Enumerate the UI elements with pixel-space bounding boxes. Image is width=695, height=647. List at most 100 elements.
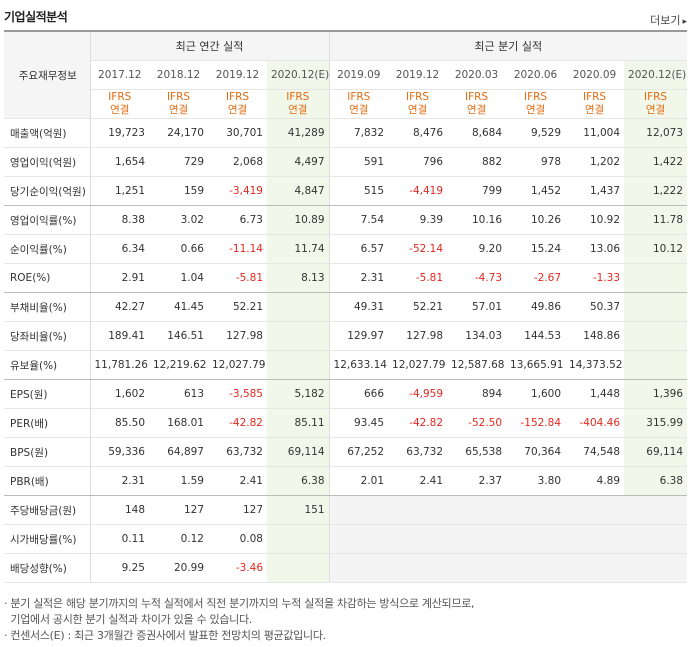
quarter-value-cell: 978 [506,147,566,177]
annual-value-cell: 59,336 [90,437,149,467]
consolidated-label: 연결 [584,104,605,116]
footnotes: · 분기 실적은 해당 분기까지의 누적 실적에서 직전 분기까지의 누적 실적… [4,596,475,644]
table-row: 매출액(억원) 19,723 24,170 30,701 41,289 7,832 8,47… [4,118,688,148]
annual-value-cell: -5.81 [208,263,267,293]
table-row: 순이익률(%) 6.34 0.66 -11.14 11.74 6.57 -52.14 9.20… [4,234,688,264]
annual-value-cell: -11.14 [208,234,267,264]
footnote: · 분기 실적은 해당 분기까지의 누적 실적에서 직전 분기까지의 누적 실적… [4,597,475,610]
ifrs-label: IFRS [166,91,191,103]
row-label: BPS(원) [4,437,91,467]
ifrs-basis-label: IFRS 연결 [208,89,267,119]
annual-value-cell: -42.82 [208,408,267,438]
quarter-value-cell: 1,222 [624,176,688,206]
annual-value-cell: 85.11 [267,408,330,438]
annual-value-cell: 3.02 [149,205,208,235]
consolidated-label: 연결 [407,104,428,116]
quarter-value-cell: 67,252 [329,437,389,467]
quarter-date-header: 2019.09 [329,60,389,90]
quarter-value-cell: 57.01 [447,292,507,322]
ifrs-label: IFRS [405,91,430,103]
row-label: 당좌비율(%) [4,321,91,351]
annual-value-cell: 11,781.26 [90,350,149,380]
annual-value-cell: 2.91 [90,263,149,293]
annual-value-cell: 4,497 [267,147,330,177]
quarter-date-header: 2020.06 [506,60,566,90]
financial-table: 주요재무정보 최근 연간 실적 최근 분기 실적 2017.12 2018.12 2… [4,30,688,583]
annual-value-cell: 0.66 [149,234,208,264]
quarter-value-cell [447,495,507,525]
ifrs-basis-label: IFRS 연결 [388,89,448,119]
quarter-value-cell: 1,396 [624,379,688,409]
quarter-value-cell: 52.21 [388,292,448,322]
annual-date-header: 2017.12 [90,60,149,90]
consolidated-label: 연결 [525,104,546,116]
quarter-value-cell: 10.26 [506,205,566,235]
section-title: 기업실적분석 [4,10,68,24]
quarter-value-cell: 13,665.91 [506,350,566,380]
quarter-value-cell: 9.20 [447,234,507,264]
quarter-value-cell: 6.38 [624,466,688,496]
table-row: BPS(원) 59,336 64,897 63,732 69,114 67,252 63,7… [4,437,688,467]
annual-value-cell: 1.04 [149,263,208,293]
ifrs-basis-label: IFRS 연결 [329,89,389,119]
table-row: 당좌비율(%) 189.41 146.51 127.98 129.97 127.98 134… [4,321,688,351]
quarter-value-cell [565,553,625,583]
quarter-value-cell: 129.97 [329,321,389,351]
annual-group-header: 최근 연간 실적 [90,30,330,61]
quarter-value-cell: -404.46 [565,408,625,438]
annual-value-cell: 1.59 [149,466,208,496]
annual-value-cell: 12,027.79 [208,350,267,380]
quarter-value-cell: 666 [329,379,389,409]
quarter-value-cell: 894 [447,379,507,409]
quarter-value-cell [447,553,507,583]
consolidated-label: 연결 [168,104,189,116]
quarter-value-cell: 591 [329,147,389,177]
consolidated-label: 연결 [349,104,369,116]
quarter-value-cell: 49.31 [329,292,389,322]
annual-value-cell [267,350,330,380]
chevron-right-icon: ▸ [682,17,687,27]
annual-value-cell: 0.11 [90,524,149,554]
annual-value-cell: -3,419 [208,176,267,206]
quarter-value-cell: 2.01 [329,466,389,496]
ifrs-label: IFRS [643,91,668,103]
quarter-value-cell: 14,373.52 [565,350,625,380]
row-label: 순이익률(%) [4,234,91,264]
quarter-value-cell: -4,419 [388,176,448,206]
quarter-value-cell: 50.37 [565,292,625,322]
footnote: · 컨센서스(E) : 최근 3개월간 증권사에서 발표한 전망치의 평균값입니… [4,629,326,642]
quarter-value-cell: -4.73 [447,263,507,293]
quarter-value-cell [624,495,688,525]
quarter-value-cell: 63,732 [388,437,448,467]
more-link[interactable]: 더보기 ▸ [650,12,687,28]
quarter-date-header: 2020.12(E) [624,60,688,90]
consolidated-label: 연결 [466,104,487,116]
quarter-value-cell: 12,633.14 [329,350,389,380]
annual-value-cell: 41.45 [149,292,208,322]
quarter-date-header: 2020.03 [447,60,507,90]
row-label: ROE(%) [4,263,91,293]
annual-value-cell: 1,251 [90,176,149,206]
quarter-value-cell: 1,448 [565,379,625,409]
row-label: 영업이익(억원) [4,147,91,177]
row-label: 주당배당금(원) [4,495,91,525]
annual-value-cell: 2,068 [208,147,267,177]
row-label: 영업이익률(%) [4,205,91,235]
annual-value-cell: 11.74 [267,234,330,264]
quarter-value-cell: 148.86 [565,321,625,351]
ifrs-basis-label: IFRS 연결 [447,89,507,119]
quarter-value-cell: 74,548 [565,437,625,467]
quarter-value-cell: -4,959 [388,379,448,409]
quarter-value-cell [388,553,448,583]
annual-value-cell: 127 [149,495,208,525]
table-row: 배당성향(%) 9.25 20.99 -3.46 [4,553,688,583]
annual-value-cell: -3.46 [208,553,267,583]
quarter-value-cell [565,524,625,554]
table-row: 영업이익(억원) 1,654 729 2,068 4,497 591 796 882 978 1,… [4,147,688,177]
annual-value-cell: 613 [149,379,208,409]
annual-value-cell [267,553,330,583]
consolidated-label: 연결 [110,104,130,116]
quarter-value-cell: 127.98 [388,321,448,351]
quarter-value-cell: -5.81 [388,263,448,293]
annual-value-cell: 6.73 [208,205,267,235]
